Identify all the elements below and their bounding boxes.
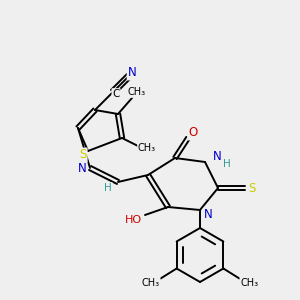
Text: S: S (79, 148, 87, 161)
Text: CH₃: CH₃ (138, 143, 156, 153)
Text: H: H (104, 183, 112, 193)
Text: C: C (112, 89, 120, 99)
Text: N: N (128, 67, 136, 80)
Text: CH₃: CH₃ (128, 87, 146, 97)
Text: N: N (78, 161, 86, 175)
Text: CH₃: CH₃ (240, 278, 258, 287)
Text: O: O (188, 127, 198, 140)
Text: H: H (223, 159, 231, 169)
Text: N: N (204, 208, 212, 221)
Text: HO: HO (124, 215, 142, 225)
Text: S: S (248, 182, 256, 194)
Text: CH₃: CH₃ (142, 278, 160, 287)
Text: N: N (213, 151, 221, 164)
